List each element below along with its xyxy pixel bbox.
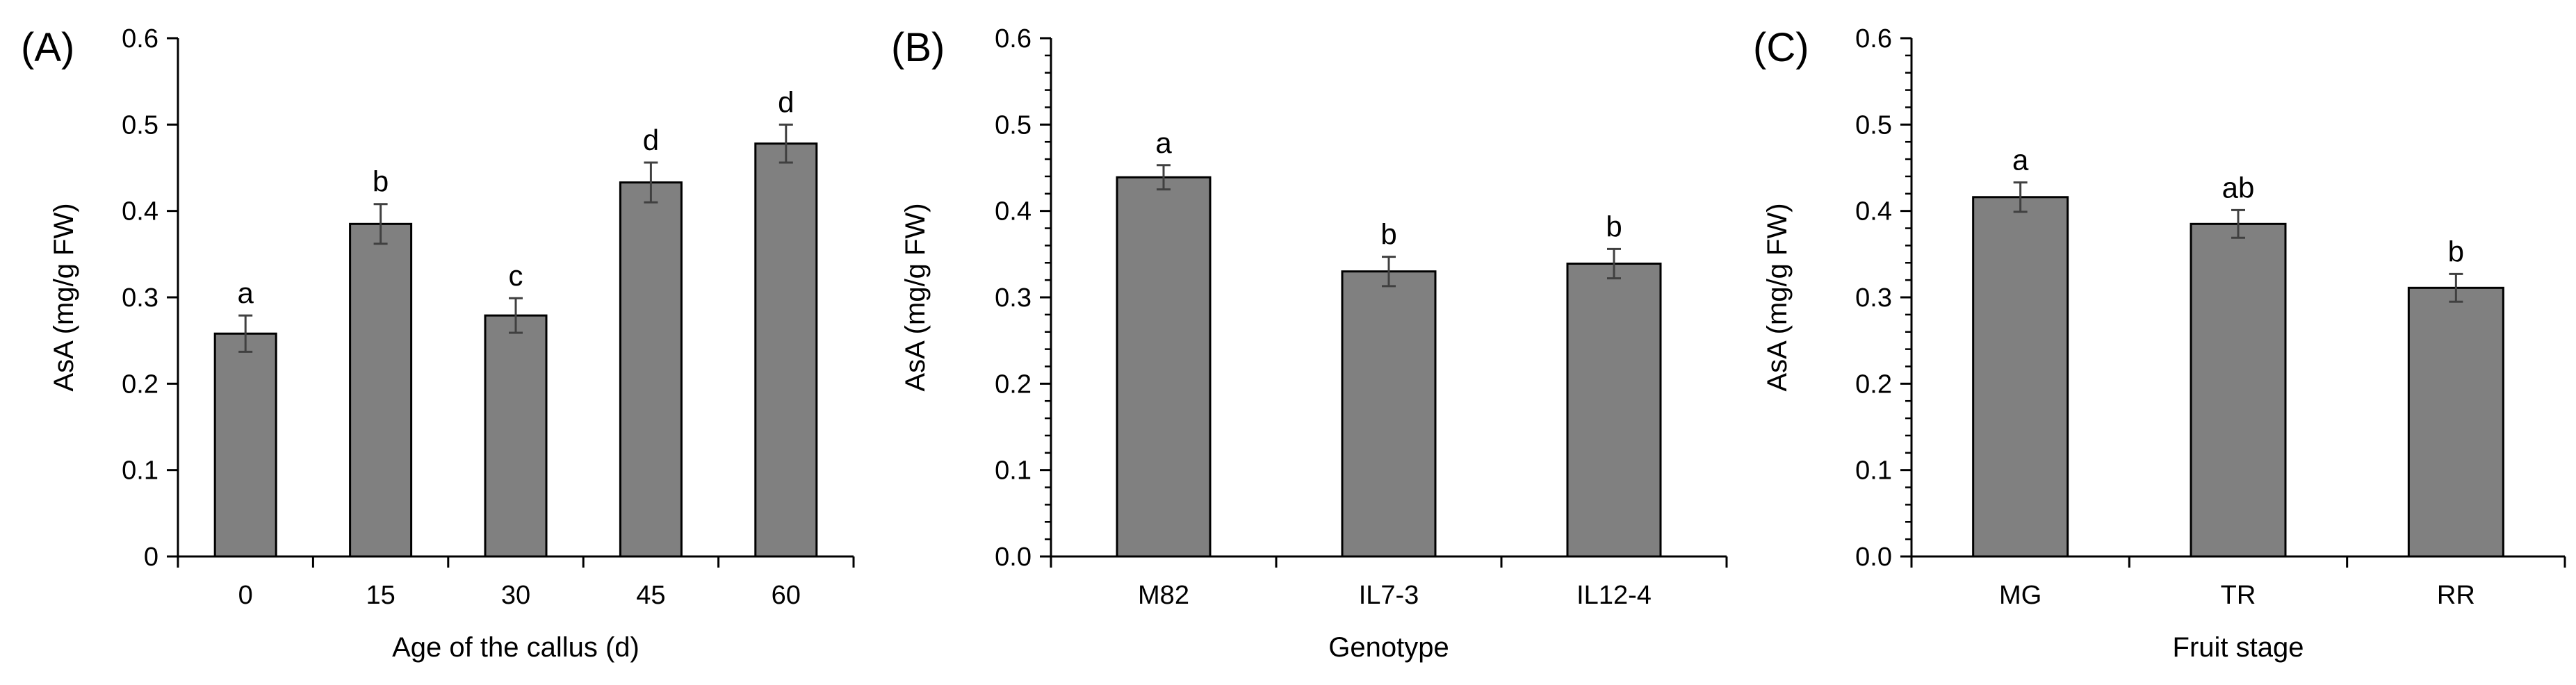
significance-label: a <box>238 277 254 309</box>
x-axis-title: Age of the callus (d) <box>392 632 639 663</box>
panel-c: (C) 0.0 0.1 0.2 0.3 0.4 0.5 0.6 a MG ab TR b RR Fruit… <box>1753 24 2566 663</box>
x-axis-title: Genotype <box>1328 632 1449 663</box>
y-axis-title: AsA (mg/g FW) <box>900 203 931 391</box>
significance-label: b <box>2448 235 2464 267</box>
y-tick-label: 0.6 <box>122 24 158 53</box>
x-tick-label: 0 <box>238 581 253 610</box>
y-tick-label: 0 <box>144 543 158 572</box>
y-tick-label: 0.0 <box>995 543 1032 572</box>
bar-rr <box>2407 286 2504 558</box>
y-tick-label: 0.5 <box>1855 110 1892 140</box>
y-tick-label: 0.1 <box>122 456 158 486</box>
panel-c-label: (C) <box>1753 25 1809 70</box>
panel-b: (B) 0.0 0.1 0.2 0.3 0.4 0.5 0.6 a M82 b IL7-3 b IL12… <box>891 24 1728 663</box>
y-tick-label: 0.5 <box>995 110 1032 140</box>
bar-m82 <box>1116 176 1212 558</box>
x-tick-label: IL7-3 <box>1359 581 1419 610</box>
x-tick-label: IL12-4 <box>1576 581 1652 610</box>
x-tick-label: 45 <box>636 581 665 610</box>
x-tick-label: MG <box>1999 581 2041 610</box>
significance-label: d <box>778 85 794 118</box>
bar-il7-3 <box>1341 270 1437 558</box>
significance-label: a <box>2012 144 2029 176</box>
significance-label: b <box>373 165 389 198</box>
bar-tr <box>2190 222 2287 558</box>
x-tick-label: RR <box>2437 581 2475 610</box>
y-tick-label: 0.1 <box>995 456 1032 486</box>
significance-label: d <box>643 124 659 156</box>
bar-0 <box>213 332 277 558</box>
y-tick-label: 0.4 <box>995 197 1032 226</box>
x-tick-label: 60 <box>772 581 801 610</box>
y-tick-label: 0.3 <box>995 283 1032 313</box>
y-tick-label: 0.0 <box>1855 543 1892 572</box>
y-tick-label: 0.4 <box>122 197 158 226</box>
y-tick-label: 0.3 <box>1855 283 1892 313</box>
y-tick-label: 0.2 <box>995 370 1032 399</box>
y-tick-label: 0.2 <box>122 370 158 399</box>
significance-label: b <box>1380 218 1396 251</box>
y-tick-label: 0.4 <box>1855 197 1892 226</box>
y-tick-label: 0.5 <box>122 110 158 140</box>
y-axis-title: AsA (mg/g FW) <box>49 203 79 391</box>
y-tick-label: 0.2 <box>1855 370 1892 399</box>
x-tick-label: M82 <box>1138 581 1189 610</box>
x-axis-title: Fruit stage <box>2173 632 2304 663</box>
y-tick-label: 0.1 <box>1855 456 1892 486</box>
bar-60 <box>754 142 818 558</box>
y-tick-label: 0.3 <box>122 283 158 313</box>
bar-il12-4 <box>1566 263 1662 558</box>
panel-a: (A) 0 0.1 0.2 0.3 0.4 0.5 0.6 a 0 b 15 c 30 d 45 d 60 Age… <box>21 24 855 663</box>
significance-label: c <box>509 259 523 292</box>
bar-30 <box>484 314 548 558</box>
bar-mg <box>1972 196 2069 558</box>
significance-label: ab <box>2222 171 2255 204</box>
significance-label: a <box>1155 126 1172 159</box>
bar-45 <box>619 181 683 558</box>
panel-b-label: (B) <box>891 25 945 70</box>
panel-a-label: (A) <box>21 25 74 70</box>
y-axis-title: AsA (mg/g FW) <box>1762 203 1793 391</box>
significance-label: b <box>1606 210 1622 242</box>
y-tick-label: 0.6 <box>1855 24 1892 53</box>
x-tick-label: 30 <box>501 581 530 610</box>
y-tick-label: 0.6 <box>995 24 1032 53</box>
x-tick-label: TR <box>2221 581 2256 610</box>
bar-15 <box>349 222 413 558</box>
x-tick-label: 15 <box>366 581 395 610</box>
